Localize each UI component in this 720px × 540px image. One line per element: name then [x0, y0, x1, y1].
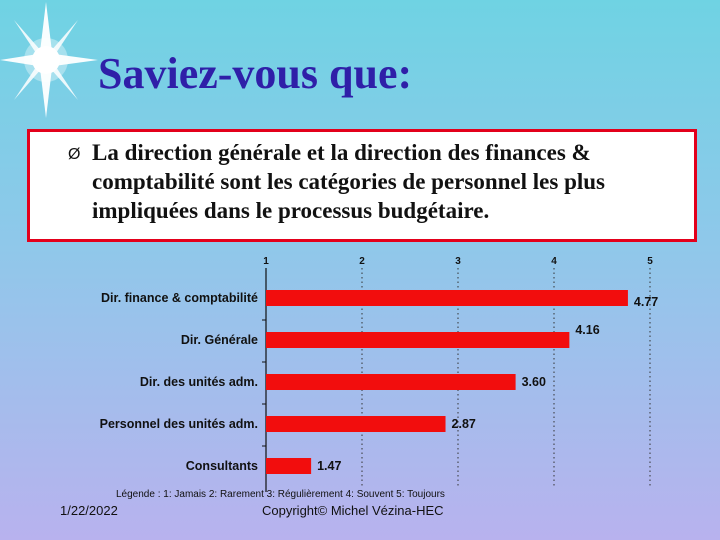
category-label: Dir. des unités adm.	[140, 375, 258, 389]
value-label: 1.47	[317, 459, 341, 473]
category-label: Dir. Générale	[181, 333, 258, 347]
category-label: Personnel des unités adm.	[100, 417, 258, 431]
slide-title: Saviez-vous que:	[98, 49, 413, 98]
value-label: 4.16	[575, 323, 599, 337]
bar	[266, 416, 446, 432]
bar	[266, 332, 570, 348]
bar	[266, 290, 628, 306]
footer-copyright: Copyright© Michel Vézina-HEC	[262, 503, 444, 518]
value-label: 2.87	[452, 417, 476, 431]
x-tick-label: 4	[551, 256, 557, 267]
bar	[266, 458, 312, 474]
starburst-decoration	[0, 2, 98, 118]
x-tick-label: 2	[359, 256, 365, 267]
arrow-bullet-icon: Ø	[68, 146, 81, 163]
category-label: Dir. finance & comptabilité	[101, 291, 258, 305]
x-tick-label: 5	[647, 256, 653, 267]
bar-chart: 1 2 3 4 5 Dir. finance & comptabilité 4.77 Dir.…	[100, 256, 659, 500]
category-label: Consultants	[186, 459, 258, 473]
value-label: 4.77	[634, 295, 658, 309]
bar	[266, 374, 516, 390]
callout-text: La direction générale et la direction de…	[92, 140, 605, 223]
x-tick-label: 1	[263, 256, 269, 267]
x-tick-label: 3	[455, 256, 461, 267]
chart-legend: Légende : 1: Jamais 2: Rarement 3: Régul…	[116, 489, 445, 500]
value-label: 3.60	[522, 375, 546, 389]
callout-box: Ø La direction générale et la direction …	[27, 129, 697, 242]
footer-date: 1/22/2022	[60, 503, 118, 518]
